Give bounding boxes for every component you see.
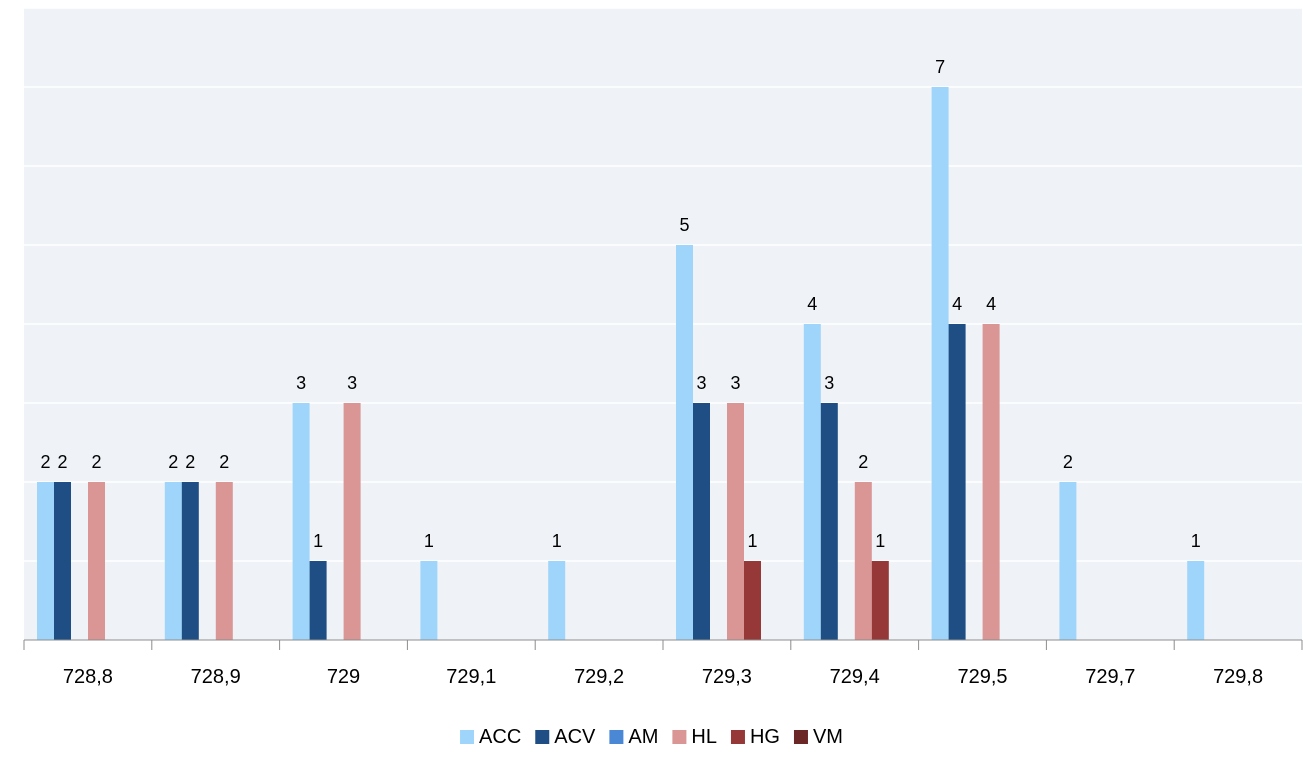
x-axis-labels: 728,8 728,9 729 729,1 729,2 729,3 729,4 729,5 72… — [63, 666, 1263, 688]
data-label: 2 — [40, 452, 50, 472]
data-label: 2 — [185, 452, 195, 472]
legend-swatch — [730, 730, 745, 744]
data-label: 1 — [424, 531, 434, 551]
bar-acc-7 — [803, 324, 821, 640]
legend-item-vm: VM — [793, 726, 843, 748]
bar-acv-2 — [181, 482, 199, 640]
legend-label: VM — [813, 726, 843, 748]
x-tick-label: 729,1 — [446, 666, 496, 688]
legend-swatch — [460, 730, 475, 744]
data-label: 1 — [875, 531, 885, 551]
data-label: 1 — [552, 531, 562, 551]
legend-item-hl: HL — [672, 726, 717, 748]
x-tick-label: 729,3 — [702, 666, 752, 688]
legend-label: ACC — [479, 726, 521, 748]
legend-item-acc: ACC — [460, 726, 521, 748]
data-label: 1 — [313, 531, 323, 551]
bar-acv-1 — [54, 482, 71, 640]
x-tick-label: 729,4 — [830, 666, 880, 688]
bar-hl-3 — [343, 403, 361, 640]
legend-item-hg: HG — [730, 726, 780, 748]
data-label: 4 — [952, 294, 962, 314]
gridlines — [24, 7, 1302, 562]
data-label: 2 — [219, 452, 229, 472]
data-label: 3 — [824, 373, 834, 393]
bar-acc-8 — [931, 87, 949, 640]
bar-acv-3 — [309, 561, 327, 640]
data-label: 7 — [935, 57, 945, 77]
legend: ACC ACV AM HL HG VM — [460, 726, 843, 748]
legend-item-acv: ACV — [535, 726, 596, 748]
bar-acv-8 — [948, 324, 966, 640]
bar-acc-6 — [676, 245, 693, 640]
legend-swatch — [672, 730, 687, 744]
x-axis-ticks — [23, 640, 1303, 650]
data-label: 3 — [696, 373, 706, 393]
bar-acc-4 — [420, 561, 438, 640]
x-tick-label: 729,8 — [1213, 666, 1263, 688]
legend-label: AM — [628, 726, 658, 748]
legend-label: ACV — [554, 726, 596, 748]
data-label: 2 — [168, 452, 178, 472]
bar-acc-5 — [548, 561, 566, 640]
data-label: 3 — [730, 373, 740, 393]
legend-label: HG — [750, 726, 780, 748]
x-tick-label: 729,2 — [574, 666, 624, 688]
bar-acc-10 — [1187, 561, 1205, 640]
x-tick-label: 729 — [327, 666, 360, 688]
bar-hl-8 — [982, 324, 1000, 640]
data-label: 1 — [747, 531, 757, 551]
data-label: 2 — [91, 452, 101, 472]
bar-acc-1 — [37, 482, 54, 640]
legend-item-am: AM — [609, 726, 658, 748]
data-label: 4 — [986, 294, 996, 314]
bar-hg-7 — [871, 561, 889, 640]
data-label: 3 — [347, 373, 357, 393]
data-label: 5 — [679, 215, 689, 235]
x-tick-label: 729,5 — [957, 666, 1007, 688]
x-tick-label: 728,8 — [63, 666, 113, 688]
x-tick-label: 729,7 — [1085, 666, 1135, 688]
legend-swatch — [535, 730, 550, 744]
legend-swatch — [609, 730, 624, 744]
data-label: 2 — [1063, 452, 1073, 472]
bar-acv-7 — [820, 403, 838, 640]
bar-hl-7 — [854, 482, 872, 640]
x-tick-label: 728,9 — [191, 666, 241, 688]
bars — [37, 87, 1205, 640]
bar-hl-2 — [215, 482, 233, 640]
bar-hl-6 — [727, 403, 744, 640]
data-label: 4 — [807, 294, 817, 314]
bar-hl-1 — [88, 482, 105, 640]
bar-acv-6 — [693, 403, 710, 640]
data-label: 3 — [296, 373, 306, 393]
legend-label: HL — [691, 726, 717, 748]
data-label: 2 — [57, 452, 67, 472]
data-label: 1 — [1191, 531, 1201, 551]
legend-swatch — [793, 730, 808, 744]
data-label: 2 — [858, 452, 868, 472]
bar-hg-6 — [744, 561, 761, 640]
bar-acc-3 — [292, 403, 310, 640]
bar-acc-9 — [1059, 482, 1077, 640]
bar-acc-2 — [164, 482, 182, 640]
